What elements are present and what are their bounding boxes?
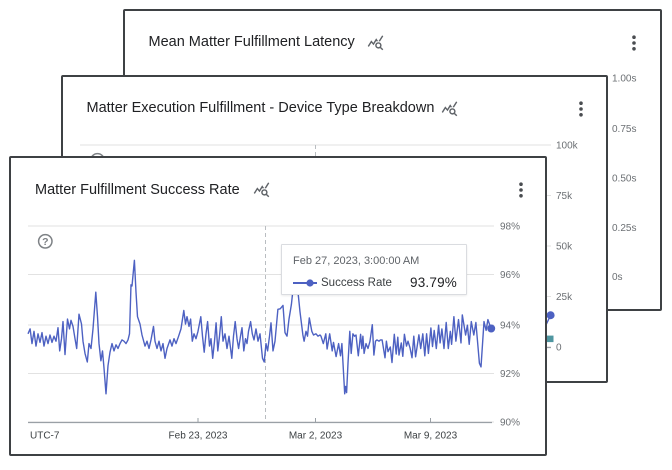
svg-text:0.25s: 0.25s [612,222,636,233]
svg-text:100k: 100k [556,140,579,151]
svg-text:UTC-7: UTC-7 [30,431,60,442]
svg-text:25k: 25k [556,292,573,303]
svg-text:0: 0 [556,342,562,353]
svg-text:Mar 2, 2023: Mar 2, 2023 [289,431,343,442]
svg-text:Mar 9, 2023: Mar 9, 2023 [404,431,458,442]
svg-text:0.50s: 0.50s [612,173,636,184]
svg-text:0s: 0s [612,271,623,282]
svg-text:90%: 90% [500,418,520,429]
svg-text:1.00s: 1.00s [612,73,636,84]
svg-text:98%: 98% [500,222,520,233]
svg-text:75k: 75k [556,191,573,202]
svg-text:92%: 92% [500,369,520,380]
svg-text:?: ? [42,236,48,248]
svg-text:Feb 23, 2023: Feb 23, 2023 [169,431,228,442]
svg-text:50k: 50k [556,241,573,252]
svg-text:96%: 96% [500,270,520,281]
svg-text:0.75s: 0.75s [612,124,636,135]
svg-text:94%: 94% [500,321,520,332]
